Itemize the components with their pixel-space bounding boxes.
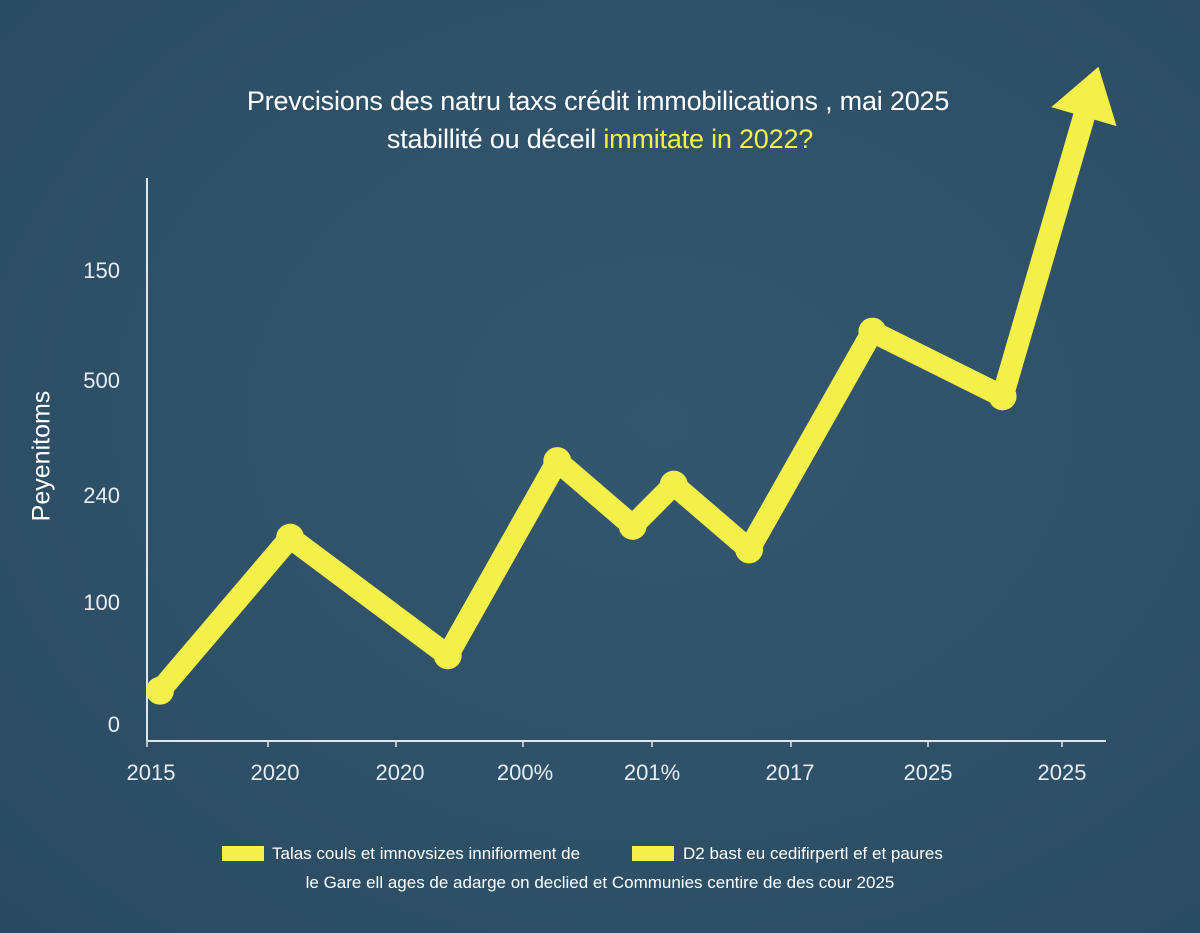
chart-subtitle: stabillité ou déceil immitate in 2022? — [0, 124, 1200, 155]
subtitle-highlight: immitate in 2022? — [603, 124, 814, 154]
x-tick-label: 2020 — [250, 760, 300, 785]
arrow-head — [1051, 66, 1117, 127]
y-tick-label: 100 — [83, 590, 120, 615]
legend-entry-2: D2 bast eu cedifirpertl ef et paures — [683, 844, 943, 863]
subtitle-text: stabillité ou déceil — [386, 124, 604, 154]
series-layer — [146, 66, 1117, 705]
x-tick-label: 2025 — [903, 760, 953, 785]
legend-swatch — [222, 846, 264, 861]
x-tick-label: 200% — [496, 760, 554, 785]
data-point — [433, 641, 462, 670]
x-tick-label: 2020 — [375, 760, 425, 785]
data-point — [276, 523, 305, 552]
legend-entry-1: Talas couls et imnovsizes innifiorment d… — [272, 844, 581, 863]
y-tick-label: 500 — [83, 368, 120, 393]
y-tick-label: 150 — [83, 258, 120, 283]
data-point — [988, 382, 1017, 411]
x-tick-marks — [146, 741, 1063, 747]
y-tick-label: 0 — [107, 712, 120, 737]
data-point — [659, 470, 688, 499]
x-tick-label: 2017 — [765, 760, 815, 785]
data-point — [618, 511, 647, 540]
data-point — [543, 447, 572, 476]
data-point — [735, 535, 764, 564]
x-tick-label: 2025 — [1037, 760, 1087, 785]
legend-swatch — [632, 846, 674, 861]
y-tick-label: 240 — [83, 483, 120, 508]
chart-footnote: le Gare ell ages de adarge on declied et… — [305, 873, 895, 892]
x-tick-label: 201% — [623, 760, 681, 785]
chart-title: Prevcisions des natru taxs crédit immobi… — [246, 86, 950, 116]
x-tick-label: 2015 — [126, 760, 176, 785]
data-point — [858, 317, 887, 346]
series-line — [149, 105, 1095, 702]
data-point — [146, 676, 174, 705]
